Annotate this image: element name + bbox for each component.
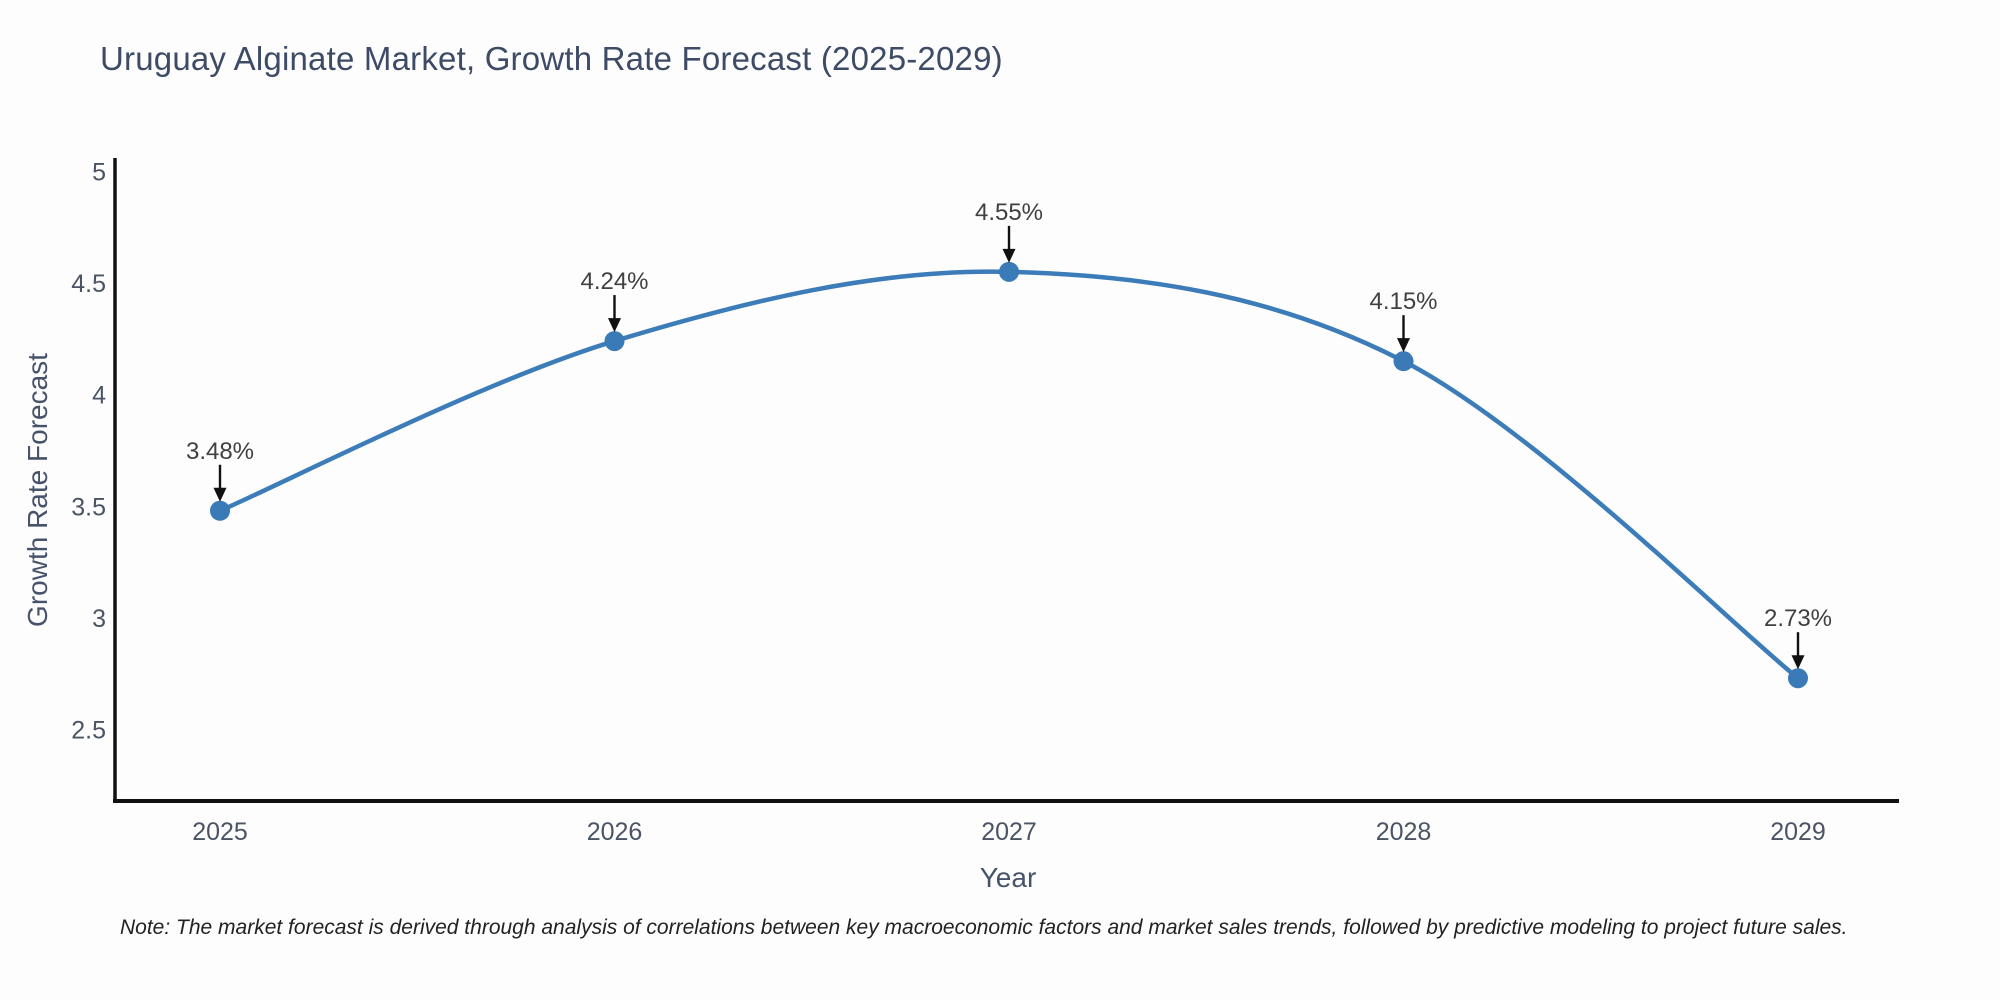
footnote: Note: The market forecast is derived thr…: [120, 916, 1848, 939]
annotation-arrowhead: [1791, 655, 1805, 670]
y-tick-label: 3.5: [71, 493, 106, 521]
y-tick-label: 5: [92, 158, 106, 186]
data-point-marker: [999, 261, 1019, 282]
annotation-arrowhead: [608, 318, 621, 333]
x-tick-label: 2028: [1376, 818, 1432, 846]
trace-line: [217, 269, 1801, 681]
data-point-marker: [604, 331, 625, 352]
annotation-label: 3.48%: [186, 438, 254, 465]
annotation-label: 4.24%: [580, 268, 648, 295]
annotation-arrowhead: [1002, 248, 1016, 263]
x-tick-label: 2026: [587, 818, 643, 846]
annotation-label: 4.55%: [975, 199, 1043, 226]
annotation-arrowhead: [213, 487, 227, 502]
x-axis-title: Year: [979, 862, 1037, 893]
y-tick-label: 4.5: [71, 270, 106, 298]
data-point-marker: [1393, 351, 1414, 372]
annotation-arrowhead: [1397, 338, 1410, 353]
y-tick-label: 3: [92, 605, 106, 633]
y-tick-label: 2.5: [71, 717, 106, 745]
annotation-label: 4.15%: [1369, 288, 1437, 315]
x-tick-label: 2025: [192, 818, 248, 846]
y-tick-label: 4: [92, 382, 106, 410]
annotation-label: 2.73%: [1764, 605, 1832, 632]
chart-title: Uruguay Alginate Market, Growth Rate For…: [100, 40, 1003, 77]
data-point-marker: [210, 500, 230, 521]
data-point-marker: [1788, 668, 1808, 689]
x-tick-label: 2029: [1770, 818, 1826, 846]
x-tick-label: 2027: [981, 818, 1037, 846]
